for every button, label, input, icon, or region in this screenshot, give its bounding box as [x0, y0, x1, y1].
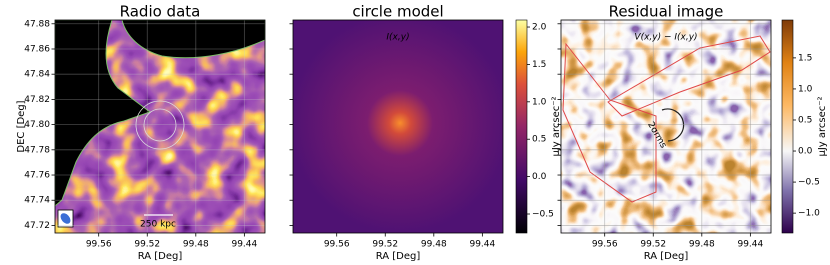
y-tick-label: 47.80: [24, 120, 50, 130]
colorbar-tick-label: −1.0: [798, 209, 820, 219]
scalebar-label: 250 kpc: [140, 220, 176, 230]
y-tick-label: 47.84: [24, 70, 50, 80]
residual-image: [561, 20, 771, 233]
x-axis-label: RA [Deg]: [644, 251, 689, 262]
panel-title: Radio data: [120, 3, 201, 21]
y-tick-label: 47.74: [24, 196, 50, 206]
annotation: V(x,y): [155, 33, 182, 43]
frame: [54, 19, 266, 234]
colorbar-tick-label: 1.0: [532, 97, 547, 107]
x-tick-label: 99.56: [86, 240, 112, 250]
x-tick-label: 99.52: [134, 240, 160, 250]
colorbar: [515, 19, 528, 234]
panel-title: Residual image: [609, 3, 724, 21]
panel-title: circle model: [352, 3, 443, 21]
frame: [560, 19, 772, 234]
x-axis-label: RA [Deg]: [138, 251, 183, 262]
annotation: V(x,y) − I(x,y): [634, 33, 697, 43]
colorbar-tick-label: 0.0: [532, 172, 547, 182]
colorbar-tick-label: −0.5: [798, 178, 820, 188]
annotation: I(x,y): [386, 33, 409, 43]
x-tick-label: 99.48: [183, 240, 209, 250]
colorbar: [781, 19, 794, 234]
colorbar-tick-label: 1.5: [798, 53, 812, 63]
colorbar-tick-label: −0.5: [532, 210, 554, 220]
x-tick-label: 99.44: [469, 240, 495, 250]
x-tick-label: 99.48: [689, 240, 715, 250]
y-tick-label: 47.78: [24, 145, 50, 155]
colorbar-tick-label: 1.0: [798, 84, 813, 94]
x-tick-label: 99.52: [372, 240, 398, 250]
x-axis-label: RA [Deg]: [376, 251, 421, 262]
y-tick-label: 47.88: [24, 19, 50, 29]
model-image: [293, 20, 503, 233]
y-axis-label: DEC [Deg]: [16, 100, 27, 152]
y-tick-label: 47.82: [24, 95, 50, 105]
colorbar-tick-label: 0.5: [798, 115, 812, 125]
y-tick-label: 47.86: [24, 44, 50, 54]
colorbar-tick-label: 0.0: [798, 147, 813, 157]
colorbar-tick-label: 2.0: [532, 23, 547, 33]
x-tick-label: 99.44: [231, 240, 257, 250]
x-tick-label: 99.44: [737, 240, 763, 250]
colorbar-label: μJy arcsec⁻²: [551, 96, 562, 156]
x-tick-label: 99.56: [592, 240, 618, 250]
x-tick-label: 99.48: [421, 240, 447, 250]
x-tick-label: 99.56: [324, 240, 350, 250]
colorbar-tick-label: 1.5: [532, 60, 546, 70]
frame: [292, 19, 504, 234]
colorbar-tick-label: 0.5: [532, 135, 546, 145]
colorbar-label: μJy arcsec⁻²: [817, 96, 828, 156]
y-tick-label: 47.72: [24, 221, 50, 231]
radio-image: [55, 20, 265, 233]
y-tick-label: 47.76: [24, 171, 50, 181]
x-tick-label: 99.52: [640, 240, 666, 250]
